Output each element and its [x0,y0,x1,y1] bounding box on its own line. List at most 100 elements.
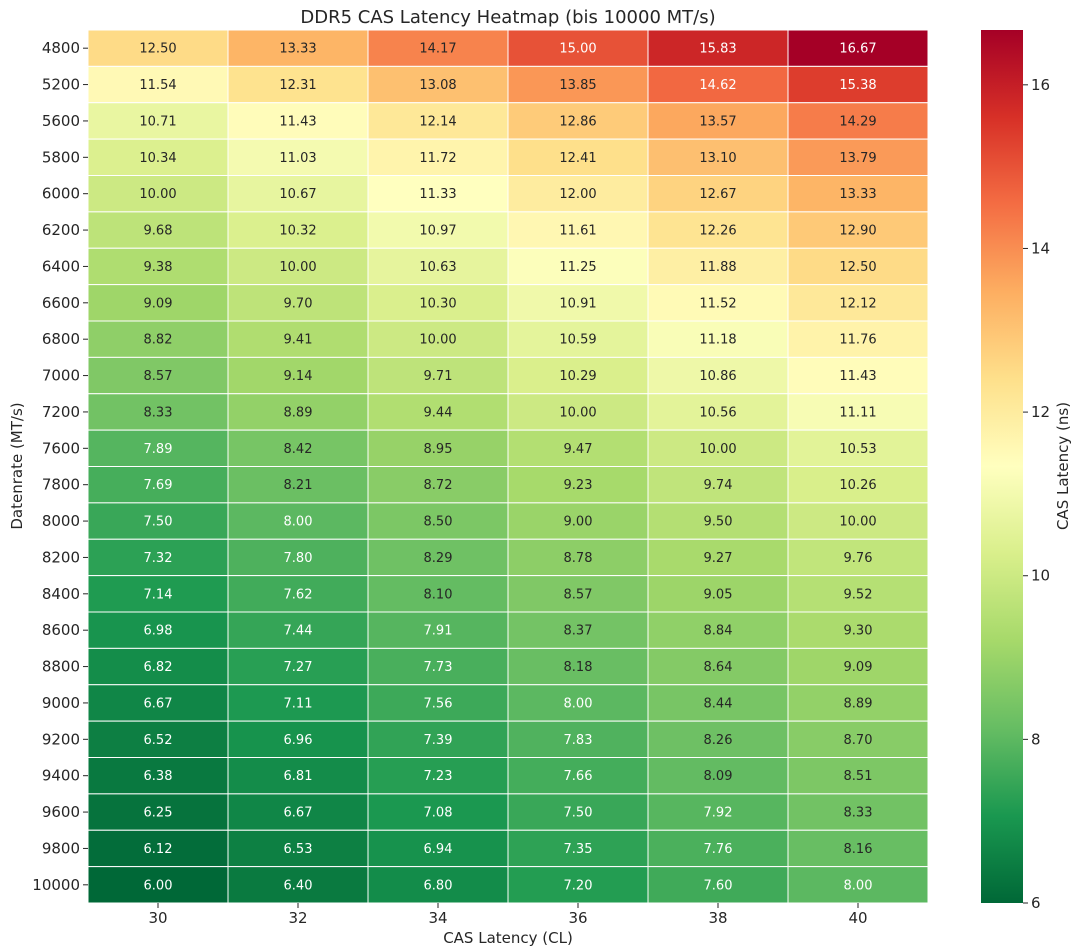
cell-value-label: 8.00 [564,696,593,711]
cell-value-label: 12.00 [559,187,596,202]
colorbar-tick-label: 6 [1031,894,1041,912]
heatmap-cell [87,720,229,758]
cell-value-label: 7.91 [424,624,453,639]
cell-value-label: 8.57 [144,369,173,384]
cell-value-label: 12.26 [699,224,736,239]
y-tick-label: 6600 [42,294,80,312]
cell-value-label: 9.00 [564,515,593,530]
heatmap-cell [227,829,369,868]
heatmap-cell [507,247,649,286]
cell-value-label: 10.71 [139,114,176,129]
cell-value-label: 8.89 [844,696,873,711]
heatmap-cell [87,866,229,904]
heatmap-cell [87,757,229,795]
y-tick-label: 8000 [42,512,80,530]
heatmap-cell [227,138,369,176]
cell-value-label: 14.62 [699,78,736,93]
cell-value-label: 6.67 [144,696,173,711]
cell-value-label: 15.38 [839,78,876,93]
cell-value-label: 11.52 [699,296,736,311]
cell-value-label: 12.86 [559,114,596,129]
cell-value-label: 8.50 [424,515,453,530]
heatmap-cell [647,284,789,322]
colorbar-label: CAS Latency (ns) [1054,402,1072,530]
cell-value-label: 13.10 [699,151,736,166]
cell-value-label: 13.57 [699,114,736,129]
colorbar-tick-label: 10 [1031,567,1050,585]
heatmap-cell [647,466,789,504]
cell-value-label: 11.72 [419,151,456,166]
heatmap-cell [507,466,649,504]
heatmap-cell [787,720,929,758]
cell-value-label: 10.32 [279,224,316,239]
heatmap-cell [787,538,929,577]
heatmap-cell [507,757,649,795]
heatmap-cell [787,684,929,722]
cell-value-label: 9.52 [844,587,873,602]
cell-value-label: 8.00 [284,515,313,530]
heatmap-cell [87,575,229,613]
heatmap-cell [367,247,509,286]
heatmap-cell [227,793,369,831]
cell-value-label: 8.26 [704,733,733,748]
heatmap-cell [787,647,929,686]
heatmap-cell [647,175,789,213]
cell-value-label: 8.21 [284,478,313,493]
heatmap-cell [647,502,789,540]
heatmap-cell [647,138,789,176]
heatmap-cell [367,829,509,868]
heatmap-cell [507,65,649,104]
heatmap-cell [87,393,229,431]
heatmap-cell [87,356,229,395]
heatmap-cell [87,429,229,467]
heatmap-cell [507,393,649,431]
heatmap-cell [227,647,369,686]
x-tick-label: 32 [288,909,307,927]
heatmap-cell [227,611,369,649]
heatmap-cell [507,611,649,649]
cell-value-label: 10.26 [839,478,876,493]
cell-value-label: 7.80 [284,551,313,566]
cell-value-label: 8.72 [424,478,453,493]
cell-value-label: 10.00 [559,405,596,420]
cell-value-label: 11.76 [839,333,876,348]
heatmap-cell [87,29,229,67]
y-tick-label: 4800 [42,39,80,57]
heatmap-cell [647,356,789,395]
heatmap-cell [787,284,929,322]
x-axis-ticks: 30 32 34 36 38 40 [148,903,868,927]
heatmap-cell [367,320,509,358]
y-tick-label: 8800 [42,658,80,676]
y-tick-label: 9800 [42,839,80,857]
heatmap-cell [647,575,789,613]
y-tick-label: 8400 [42,585,80,603]
cell-value-label: 12.31 [279,78,316,93]
heatmap-cell [367,138,509,176]
heatmap-cell [87,211,229,249]
heatmap-cell [367,611,509,649]
heatmap-cell [647,793,789,831]
cell-value-label: 9.71 [424,369,453,384]
heatmap-cell [507,502,649,540]
cell-value-label: 10.59 [559,333,596,348]
heatmap-cell [87,138,229,176]
heatmap-cell [507,866,649,904]
cell-value-label: 10.56 [699,405,736,420]
heatmap-cell [227,29,369,67]
cell-value-label: 10.97 [419,224,456,239]
cell-value-label: 10.00 [139,187,176,202]
cell-value-label: 8.64 [704,660,733,675]
cell-value-label: 8.42 [284,442,313,457]
cell-value-label: 6.25 [144,806,173,821]
cell-value-label: 9.30 [844,624,873,639]
y-tick-label: 10000 [32,876,80,894]
cell-value-label: 9.23 [564,478,593,493]
cell-value-label: 7.66 [564,769,593,784]
heatmap-cell [787,175,929,213]
heatmap-cell [227,65,369,104]
cell-value-label: 11.88 [699,260,736,275]
heatmap-cell [787,429,929,467]
cell-value-label: 6.98 [144,624,173,639]
cell-value-label: 12.67 [699,187,736,202]
